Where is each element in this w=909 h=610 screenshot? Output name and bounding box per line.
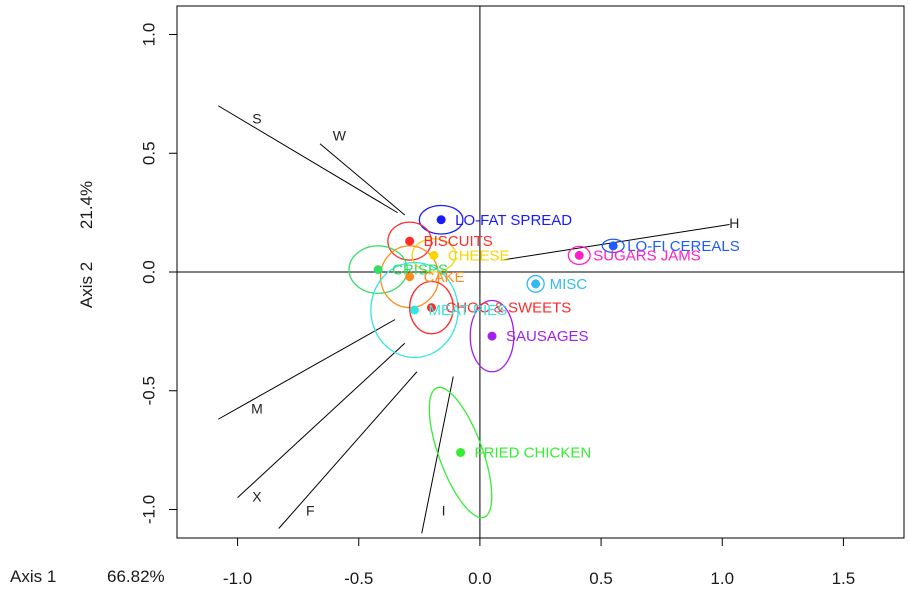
confidence-ellipse (370, 261, 459, 359)
confidence-ellipse (387, 221, 433, 261)
data-point (608, 241, 618, 251)
point-label: SUGARS JAMS (593, 247, 701, 264)
data-point (574, 250, 584, 260)
data-point (373, 265, 383, 275)
vector-line-f (278, 371, 418, 529)
data-point (409, 305, 419, 315)
confidence-ellipse (348, 245, 408, 295)
vector-label-f: F (306, 503, 315, 519)
point-label: CHEESE (448, 247, 510, 264)
point-label: CAKE (424, 269, 465, 286)
x-axis-percent: 66.82% (107, 567, 165, 586)
y-tick-label: 0.0 (139, 260, 158, 284)
confidence-ellipse (526, 274, 545, 293)
data-point (405, 236, 415, 246)
data-point (429, 250, 439, 260)
y-axis-title: Axis 2 (77, 262, 96, 308)
y-tick-label: -1.0 (139, 495, 158, 524)
point-label: BISCUITS (424, 233, 493, 250)
data-point (436, 215, 446, 225)
vector-label-x: X (252, 488, 262, 504)
confidence-ellipse (408, 280, 454, 335)
y-tick-label: -0.5 (139, 376, 158, 405)
point-label: FRIED CHICKEN (475, 445, 592, 462)
confidence-ellipse (428, 386, 493, 519)
vector-label-s: S (252, 111, 261, 127)
data-point (487, 331, 497, 341)
vector-label-w: W (333, 127, 347, 143)
point-label: LO-FI CEREALS (627, 238, 740, 255)
point-label: LO-FAT SPREAD (455, 212, 572, 229)
vector-label-h: H (729, 215, 739, 231)
x-tick-label: -1.0 (223, 569, 252, 588)
vector-line-s (217, 105, 398, 214)
x-tick-label: -0.5 (344, 569, 373, 588)
y-tick-label: 0.5 (139, 141, 158, 165)
y-tick-label: 1.0 (139, 23, 158, 47)
data-point (531, 279, 541, 289)
confidence-ellipse (411, 238, 457, 273)
point-label: MISC (550, 276, 588, 293)
x-axis-title: Axis 1 (10, 567, 56, 586)
x-tick-label: 0.0 (468, 569, 492, 588)
vector-label-i: I (442, 503, 446, 519)
vector-line-i (421, 376, 454, 534)
point-label: MEAT PIES (428, 302, 507, 319)
confidence-ellipse (567, 245, 591, 266)
vector-line-w (319, 143, 406, 216)
y-axis-percent: 21.4% (77, 181, 96, 229)
confidence-ellipse (601, 238, 625, 254)
vector-line-m (217, 319, 396, 420)
vector-line-x (237, 342, 406, 498)
data-point (456, 448, 466, 457)
point-label: SAUSAGES (506, 328, 589, 345)
data-point (405, 272, 415, 282)
x-tick-label: 1.0 (710, 569, 734, 588)
confidence-ellipse (469, 299, 515, 373)
point-label: CHOC & SWEETS (445, 300, 571, 317)
data-point (426, 303, 436, 313)
confidence-ellipse (418, 204, 464, 235)
x-tick-label: 0.5 (589, 569, 613, 588)
x-tick-label: 1.5 (832, 569, 856, 588)
vector-label-m: M (251, 400, 263, 416)
